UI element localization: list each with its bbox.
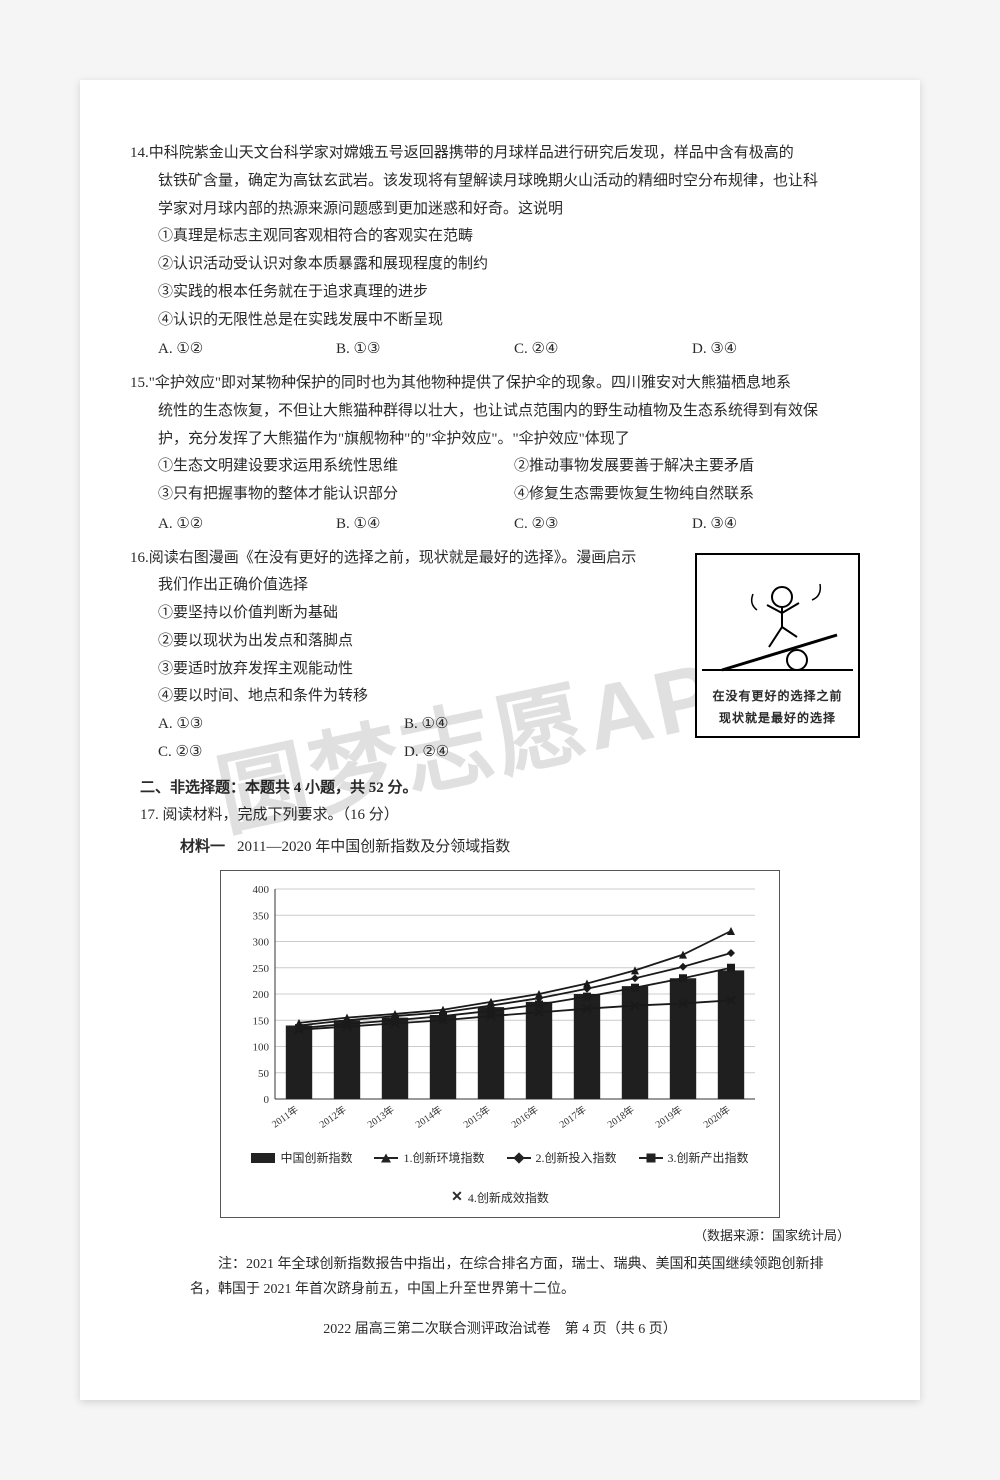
q16-line-1: 阅读右图漫画《在没有更好的选择之前，现状就是最好的选择》。漫画启示 (149, 550, 637, 566)
cartoon-illustration (697, 555, 858, 685)
q17-intro: 17. 阅读材料，完成下列要求。（16 分） (130, 802, 870, 830)
q16-item-1: ①要坚持以价值判断为基础 (158, 600, 650, 628)
q15-option-a[interactable]: A. ①② (158, 511, 336, 539)
q14-item-3: ③实践的根本任务就在于追求真理的进步 (158, 279, 870, 307)
svg-text:200: 200 (253, 989, 270, 1001)
q14-line-1: 中科院紫金山天文台科学家对嫦娥五号返回器携带的月球样品进行研究后发现，样品中含有… (149, 145, 794, 161)
q16-option-d[interactable]: D. ②④ (404, 739, 650, 767)
q15-number: 15. (130, 375, 149, 391)
legend-line-4: ✕4.创新成效指数 (451, 1187, 549, 1209)
svg-text:300: 300 (253, 936, 270, 948)
q15-line-2: 统性的生态恢复，不但让大熊猫种群得以壮大，也让试点范围内的野生动植物及生态系统得… (130, 398, 870, 426)
svg-text:150: 150 (253, 1015, 270, 1027)
q14-item-2: ②认识活动受认识对象本质暴露和展现程度的制约 (158, 251, 870, 279)
q14-option-a[interactable]: A. ①② (158, 336, 336, 364)
material-title-text: 2011—2020 年中国创新指数及分领域指数 (237, 839, 510, 855)
chart-svg: 0 50 100 150 200 250 300 350 400 2011年 2012年 2013年 2… (231, 881, 771, 1141)
q16-stem: 16.阅读右图漫画《在没有更好的选择之前，现状就是最好的选择》。漫画启示 (130, 545, 650, 573)
q15-item-3: ③只有把握事物的整体才能认识部分 (158, 481, 514, 509)
q15-stem: 15."伞护效应"即对某物种保护的同时也为其他物种提供了保护伞的现象。四川雅安对… (130, 370, 870, 398)
q15-options: A. ①② B. ①④ C. ②③ D. ③④ (130, 511, 870, 539)
q16-options: A. ①③ B. ①④ C. ②③ D. ②④ (130, 711, 650, 767)
question-14: 14.中科院紫金山天文台科学家对嫦娥五号返回器携带的月球样品进行研究后发现，样品… (130, 140, 870, 364)
q16-line-2: 我们作出正确价值选择 (130, 572, 650, 600)
cartoon-box: 在没有更好的选择之前 现状就是最好的选择 (695, 553, 860, 738)
svg-text:2013年: 2013年 (365, 1103, 397, 1131)
q15-option-d[interactable]: D. ③④ (692, 511, 870, 539)
svg-text:250: 250 (253, 963, 270, 975)
q15-line-1: "伞护效应"即对某物种保护的同时也为其他物种提供了保护伞的现象。四川雅安对大熊猫… (149, 375, 791, 391)
q15-item-2: ②推动事物发展要善于解决主要矛盾 (514, 453, 870, 481)
q16-option-b[interactable]: B. ①④ (404, 711, 650, 739)
exam-page: 圆梦志愿APP 14.中科院紫金山天文台科学家对嫦娥五号返回器携带的月球样品进行… (80, 80, 920, 1400)
q15-item-4: ④修复生态需要恢复生物纯自然联系 (514, 481, 870, 509)
q14-line-3: 学家对月球内部的热源来源问题感到更加迷惑和好奇。这说明 (130, 196, 870, 224)
innovation-index-chart: 0 50 100 150 200 250 300 350 400 2011年 2012年 2013年 2… (220, 870, 780, 1218)
svg-text:2012年: 2012年 (317, 1103, 349, 1131)
svg-text:350: 350 (253, 910, 270, 922)
cartoon-caption-2: 现状就是最好的选择 (697, 707, 858, 729)
svg-text:2015年: 2015年 (461, 1103, 493, 1131)
svg-text:0: 0 (264, 1094, 270, 1106)
q14-option-d[interactable]: D. ③④ (692, 336, 870, 364)
q16-item-2: ②要以现状为出发点和落脚点 (158, 628, 650, 656)
svg-text:2016年: 2016年 (509, 1103, 541, 1131)
section-2-title: 二、非选择题：本题共 4 小题，共 52 分。 (130, 775, 870, 803)
data-source: （数据来源：国家统计局） (130, 1224, 870, 1248)
cartoon-caption-1: 在没有更好的选择之前 (697, 685, 858, 707)
svg-text:50: 50 (258, 1068, 270, 1080)
chart-legend: 中国创新指数 1.创新环境指数 2.创新投入指数 3.创新产出指数 ✕4.创新成… (231, 1147, 769, 1209)
svg-text:2014年: 2014年 (413, 1103, 445, 1131)
q16-item-3: ③要适时放弃发挥主观能动性 (158, 656, 650, 684)
svg-text:400: 400 (253, 884, 270, 896)
q16-item-4: ④要以时间、地点和条件为转移 (158, 683, 650, 711)
q14-item-4: ④认识的无限性总是在实践发展中不断呈现 (158, 307, 870, 335)
q16-option-c[interactable]: C. ②③ (158, 739, 404, 767)
legend-line-2: 2.创新投入指数 (507, 1147, 617, 1169)
question-15: 15."伞护效应"即对某物种保护的同时也为其他物种提供了保护伞的现象。四川雅安对… (130, 370, 870, 539)
q14-line-2: 钛铁矿含量，确定为高钛玄武岩。该发现将有望解读月球晚期火山活动的精细时空分布规律… (130, 168, 870, 196)
q14-item-1: ①真理是标志主观同客观相符合的客观实在范畴 (158, 223, 870, 251)
svg-text:2019年: 2019年 (653, 1103, 685, 1131)
legend-line-1: 1.创新环境指数 (374, 1147, 484, 1169)
material-label: 材料一 (180, 839, 225, 855)
svg-text:2020年: 2020年 (701, 1103, 733, 1131)
q16-number: 16. (130, 550, 149, 566)
q15-item-1: ①生态文明建设要求运用系统性思维 (158, 453, 514, 481)
svg-text:2017年: 2017年 (557, 1103, 589, 1131)
q14-number: 14. (130, 145, 149, 161)
q15-option-c[interactable]: C. ②③ (514, 511, 692, 539)
svg-text:100: 100 (253, 1041, 270, 1053)
q14-option-b[interactable]: B. ①③ (336, 336, 514, 364)
page-footer: 2022 届高三第二次联合测评政治试卷 第 4 页（共 6 页） (130, 1317, 870, 1343)
q16-option-a[interactable]: A. ①③ (158, 711, 404, 739)
svg-text:2011年: 2011年 (269, 1103, 301, 1131)
legend-line-3: 3.创新产出指数 (639, 1147, 749, 1169)
svg-text:2018年: 2018年 (605, 1103, 637, 1131)
q15-line-3: 护，充分发挥了大熊猫作为"旗舰物种"的"伞护效应"。"伞护效应"体现了 (130, 426, 870, 454)
q14-options: A. ①② B. ①③ C. ②④ D. ③④ (130, 336, 870, 364)
footnote: 注：2021 年全球创新指数报告中指出，在综合排名方面，瑞士、瑞典、美国和英国继… (130, 1248, 870, 1302)
question-16: 16.阅读右图漫画《在没有更好的选择之前，现状就是最好的选择》。漫画启示 我们作… (130, 545, 870, 767)
q14-stem: 14.中科院紫金山天文台科学家对嫦娥五号返回器携带的月球样品进行研究后发现，样品… (130, 140, 870, 168)
q15-option-b[interactable]: B. ①④ (336, 511, 514, 539)
q14-option-c[interactable]: C. ②④ (514, 336, 692, 364)
material-1-title: 材料一 2011—2020 年中国创新指数及分领域指数 (130, 834, 870, 862)
legend-bar: 中国创新指数 (251, 1147, 352, 1169)
